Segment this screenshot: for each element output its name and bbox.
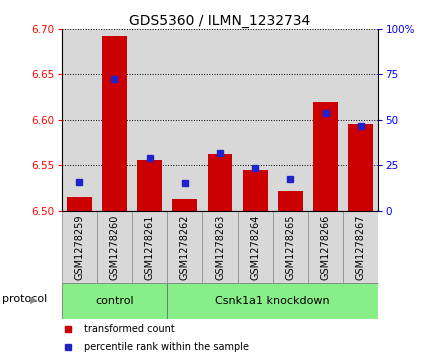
Text: GSM1278265: GSM1278265 [286, 214, 295, 280]
Bar [167, 29, 202, 211]
Bar [172, 199, 197, 211]
Text: transformed count: transformed count [84, 323, 175, 334]
Bar [273, 211, 308, 283]
Bar [243, 170, 268, 211]
Text: GSM1278260: GSM1278260 [110, 214, 119, 280]
Text: ▶: ▶ [30, 294, 37, 305]
Bar [313, 102, 338, 211]
Bar [167, 283, 378, 319]
Bar [343, 211, 378, 283]
Text: GSM1278259: GSM1278259 [74, 214, 84, 280]
Bar [132, 211, 167, 283]
Bar [343, 29, 378, 211]
Text: Csnk1a1 knockdown: Csnk1a1 knockdown [216, 296, 330, 306]
Text: GSM1278261: GSM1278261 [145, 214, 154, 280]
Bar [273, 29, 308, 211]
Bar [102, 36, 127, 211]
Text: GSM1278263: GSM1278263 [215, 214, 225, 280]
Bar [238, 211, 273, 283]
Bar [97, 29, 132, 211]
Bar [97, 211, 132, 283]
Text: percentile rank within the sample: percentile rank within the sample [84, 342, 249, 352]
Bar [278, 191, 303, 211]
Text: GSM1278267: GSM1278267 [356, 214, 366, 280]
Bar [62, 283, 167, 319]
Text: GSM1278262: GSM1278262 [180, 214, 190, 280]
Text: GSM1278264: GSM1278264 [250, 214, 260, 280]
Bar [62, 211, 97, 283]
Title: GDS5360 / ILMN_1232734: GDS5360 / ILMN_1232734 [129, 14, 311, 28]
Bar [202, 29, 238, 211]
Text: control: control [95, 296, 134, 306]
Bar [348, 125, 373, 211]
Bar [62, 29, 97, 211]
Bar [202, 211, 238, 283]
Bar [137, 160, 162, 211]
Bar [167, 211, 202, 283]
Bar [308, 211, 343, 283]
Bar [308, 29, 343, 211]
Bar [67, 197, 92, 211]
Bar [132, 29, 167, 211]
Bar [208, 154, 232, 211]
Bar [238, 29, 273, 211]
Text: GSM1278266: GSM1278266 [321, 214, 330, 280]
Text: protocol: protocol [2, 294, 48, 305]
